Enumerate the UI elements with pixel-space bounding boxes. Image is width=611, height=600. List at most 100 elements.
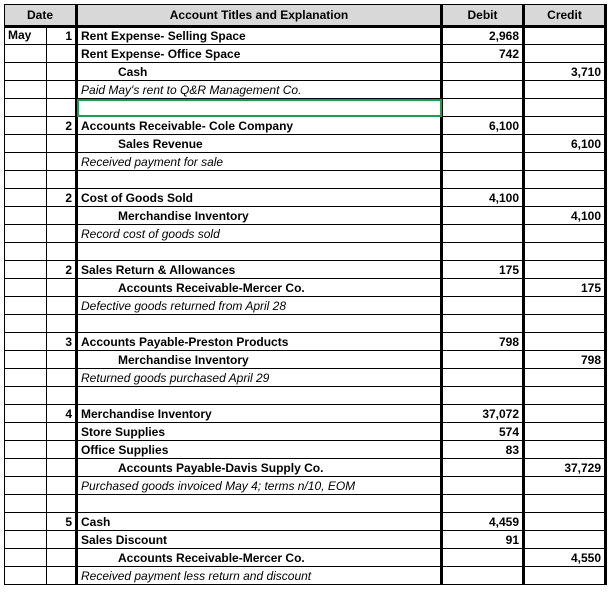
date-month-cell[interactable] [5,189,47,207]
credit-cell[interactable]: 6,100 [524,135,606,153]
date-month-cell[interactable] [5,369,47,387]
date-day-cell[interactable] [47,387,77,405]
date-month-cell[interactable] [5,63,47,81]
date-day-cell[interactable] [47,171,77,189]
account-title-cell[interactable]: Accounts Payable-Preston Products [77,333,442,351]
date-month-cell[interactable] [5,513,47,531]
credit-cell[interactable] [524,441,606,459]
debit-cell[interactable] [442,297,524,315]
debit-cell[interactable] [442,153,524,171]
credit-cell[interactable] [524,333,606,351]
date-day-cell[interactable] [47,567,77,585]
date-day-cell[interactable] [47,459,77,477]
date-day-cell[interactable]: 2 [47,189,77,207]
debit-cell[interactable]: 798 [442,333,524,351]
credit-cell[interactable] [524,567,606,585]
credit-cell[interactable] [524,315,606,333]
credit-cell[interactable] [524,297,606,315]
account-title-cell[interactable]: Sales Discount [77,531,442,549]
date-day-cell[interactable] [47,369,77,387]
debit-cell[interactable] [442,171,524,189]
date-day-cell[interactable] [47,135,77,153]
debit-cell[interactable] [442,477,524,495]
date-day-cell[interactable] [47,99,77,117]
debit-cell[interactable]: 4,459 [442,513,524,531]
date-month-cell[interactable] [5,567,47,585]
credit-cell[interactable] [524,513,606,531]
debit-cell[interactable] [442,279,524,297]
account-title-cell[interactable]: Received payment less return and discoun… [77,567,442,585]
credit-cell[interactable] [524,45,606,63]
debit-cell[interactable] [442,567,524,585]
date-day-cell[interactable] [47,531,77,549]
credit-cell[interactable] [524,153,606,171]
date-month-cell[interactable] [5,243,47,261]
date-day-cell[interactable] [47,45,77,63]
debit-cell[interactable] [442,369,524,387]
debit-cell[interactable] [442,243,524,261]
credit-cell[interactable]: 3,710 [524,63,606,81]
date-month-cell[interactable] [5,549,47,567]
account-title-cell[interactable]: Sales Return & Allowances [77,261,442,279]
date-month-cell[interactable] [5,81,47,99]
debit-cell[interactable] [442,99,524,117]
credit-cell[interactable] [524,387,606,405]
date-month-cell[interactable] [5,387,47,405]
credit-cell[interactable] [524,531,606,549]
credit-cell[interactable] [524,405,606,423]
debit-cell[interactable]: 4,100 [442,189,524,207]
credit-cell[interactable] [524,243,606,261]
account-title-cell[interactable]: Cash [77,513,442,531]
date-month-cell[interactable] [5,117,47,135]
debit-cell[interactable] [442,135,524,153]
account-title-cell[interactable]: Cash [77,63,442,81]
date-day-cell[interactable]: 4 [47,405,77,423]
date-month-cell[interactable]: May [5,27,47,45]
account-title-cell[interactable] [77,387,442,405]
date-month-cell[interactable] [5,441,47,459]
date-month-cell[interactable] [5,153,47,171]
account-title-cell[interactable]: Office Supplies [77,441,442,459]
account-title-cell[interactable]: Store Supplies [77,423,442,441]
date-day-cell[interactable]: 5 [47,513,77,531]
date-day-cell[interactable]: 1 [47,27,77,45]
credit-cell[interactable]: 37,729 [524,459,606,477]
credit-cell[interactable] [524,189,606,207]
date-day-cell[interactable] [47,549,77,567]
date-month-cell[interactable] [5,171,47,189]
date-month-cell[interactable] [5,135,47,153]
credit-cell[interactable]: 4,550 [524,549,606,567]
date-day-cell[interactable] [47,315,77,333]
account-title-cell[interactable]: Rent Expense- Selling Space [77,27,442,45]
credit-cell[interactable] [524,171,606,189]
date-day-cell[interactable] [47,297,77,315]
credit-cell[interactable]: 4,100 [524,207,606,225]
date-month-cell[interactable] [5,351,47,369]
date-day-cell[interactable] [47,495,77,513]
debit-cell[interactable] [442,549,524,567]
account-title-cell[interactable]: Returned goods purchased April 29 [77,369,442,387]
credit-cell[interactable] [524,99,606,117]
debit-cell[interactable] [442,207,524,225]
credit-cell[interactable] [524,477,606,495]
date-day-cell[interactable] [47,81,77,99]
debit-cell[interactable]: 742 [442,45,524,63]
date-month-cell[interactable] [5,261,47,279]
date-month-cell[interactable] [5,99,47,117]
debit-cell[interactable]: 91 [442,531,524,549]
debit-cell[interactable] [442,225,524,243]
date-day-cell[interactable] [47,279,77,297]
account-title-cell[interactable] [77,171,442,189]
date-month-cell[interactable] [5,531,47,549]
debit-cell[interactable]: 175 [442,261,524,279]
account-title-cell[interactable]: Merchandise Inventory [77,351,442,369]
date-day-cell[interactable] [47,207,77,225]
credit-cell[interactable] [524,495,606,513]
credit-cell[interactable] [524,369,606,387]
date-day-cell[interactable] [47,225,77,243]
debit-cell[interactable]: 2,968 [442,27,524,45]
account-title-cell[interactable] [77,99,442,117]
account-title-cell[interactable]: Merchandise Inventory [77,207,442,225]
credit-cell[interactable] [524,117,606,135]
credit-cell[interactable] [524,81,606,99]
